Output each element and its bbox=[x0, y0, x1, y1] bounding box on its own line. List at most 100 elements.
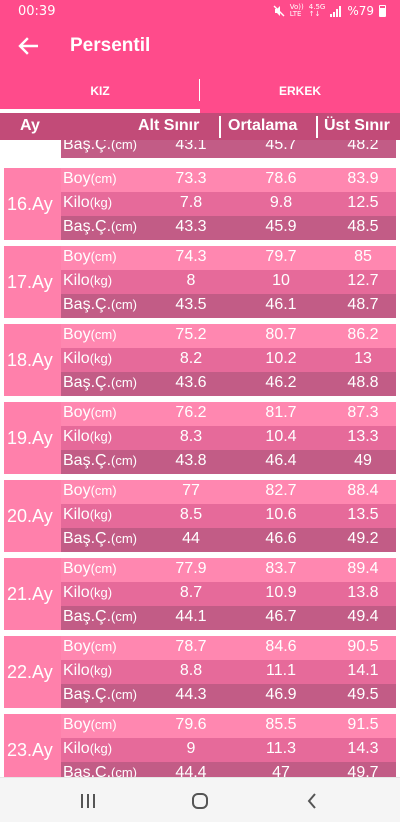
tab-erkek[interactable]: ERKEK bbox=[278, 83, 321, 98]
column-separator bbox=[316, 116, 318, 138]
row-label-text: Kilo bbox=[63, 194, 90, 211]
table-row: Kilo(kg) 8.5 10.6 13.5 bbox=[61, 504, 396, 528]
arrow-left-icon bbox=[18, 37, 38, 55]
value-ortalama: 46.2 bbox=[265, 374, 297, 391]
column-header-alt-sinir: Alt Sınır bbox=[138, 117, 200, 134]
row-label: Baş.Ç.(cm) bbox=[63, 764, 137, 777]
value-ust: 12.7 bbox=[347, 272, 379, 289]
row-label-text: Kilo bbox=[63, 272, 90, 289]
value-ortalama: 79.7 bbox=[265, 248, 297, 265]
value-alt: 77.9 bbox=[175, 560, 207, 577]
value-ust: 13.3 bbox=[347, 428, 379, 445]
table-row: Baş.Ç.(cm) 43.5 46.1 48.7 bbox=[61, 294, 396, 318]
status-time: 00:39 bbox=[18, 4, 56, 19]
back-button[interactable] bbox=[12, 30, 44, 62]
table-row: Kilo(kg) 9 11.3 14.3 bbox=[61, 738, 396, 762]
month-block: 20.Ay Boy(cm) 77 82.7 88.4 Kilo(kg) 8.5 10.6 13.… bbox=[4, 480, 396, 552]
row-unit: (cm) bbox=[90, 249, 117, 264]
row-label: Baş.Ç.(cm) bbox=[63, 608, 137, 626]
value-ortalama: 10.2 bbox=[265, 350, 297, 367]
row-label: Baş.Ç.(cm) bbox=[63, 218, 137, 236]
row-unit: (kg) bbox=[89, 195, 113, 210]
row-label: Baş.Ç.(cm) bbox=[63, 686, 137, 704]
value-ortalama: 10.6 bbox=[265, 506, 297, 523]
row-label-text: Baş.Ç. bbox=[63, 296, 112, 313]
value-alt: 43.5 bbox=[175, 296, 207, 313]
nav-back-button[interactable] bbox=[292, 786, 332, 816]
signal-icon bbox=[330, 5, 342, 17]
value-ortalama: 11.3 bbox=[266, 740, 296, 757]
row-label-text: Boy bbox=[63, 638, 91, 655]
table-row: Kilo(kg) 8 10 12.7 bbox=[61, 270, 396, 294]
recent-apps-button[interactable] bbox=[68, 786, 108, 816]
value-ust: 14.3 bbox=[347, 740, 379, 757]
month-block: 18.Ay Boy(cm) 75.2 80.7 86.2 Kilo(kg) 8.2 10.2 1… bbox=[4, 324, 396, 396]
table-row: Boy(cm) 76.2 81.7 87.3 bbox=[61, 402, 396, 426]
row-label-text: Baş.Ç. bbox=[63, 764, 112, 777]
row-label-text: Boy bbox=[63, 170, 91, 187]
status-bar: 00:39 Vo)) LTE 4.5G ↑↓ %79 bbox=[0, 0, 400, 24]
month-block: 19.Ay Boy(cm) 76.2 81.7 87.3 Kilo(kg) 8.3 10.4 1… bbox=[4, 402, 396, 474]
month-block: 21.Ay Boy(cm) 77.9 83.7 89.4 Kilo(kg) 8.7 10.9 1… bbox=[4, 558, 396, 630]
row-unit: (kg) bbox=[89, 663, 113, 678]
value-ortalama: 78.6 bbox=[265, 170, 297, 187]
row-label: Boy(cm) bbox=[63, 404, 117, 422]
value-alt: 74.3 bbox=[175, 248, 207, 265]
row-label-text: Boy bbox=[63, 326, 91, 343]
row-label: Boy(cm) bbox=[63, 560, 117, 578]
row-unit: (cm) bbox=[90, 717, 117, 732]
row-unit: (cm) bbox=[90, 171, 117, 186]
row-label: Kilo(kg) bbox=[63, 740, 112, 758]
row-label: Baş.Ç.(cm) bbox=[63, 296, 137, 314]
page-title: Persentil bbox=[70, 35, 151, 56]
table-row: Boy(cm) 77.9 83.7 89.4 bbox=[61, 558, 396, 582]
row-label-text: Kilo bbox=[63, 506, 90, 523]
column-header-ortalama: Ortalama bbox=[228, 117, 298, 134]
value-ortalama: 81.7 bbox=[265, 404, 297, 421]
row-label-text: Baş.Ç. bbox=[63, 530, 112, 547]
value-ortalama: 46.4 bbox=[265, 452, 297, 469]
value-ust: 85 bbox=[354, 248, 372, 265]
row-unit: (cm) bbox=[111, 219, 138, 234]
tab-kiz[interactable]: KIZ bbox=[90, 83, 110, 98]
value-alt: 43.8 bbox=[175, 452, 207, 469]
network-top: 4.5G bbox=[308, 3, 326, 11]
value-ortalama: 46.9 bbox=[265, 686, 297, 703]
value-alt: 8.8 bbox=[179, 662, 203, 679]
row-label-text: Baş.Ç. bbox=[63, 608, 112, 625]
row-unit: (cm) bbox=[111, 297, 138, 312]
tab-selected-indicator bbox=[0, 109, 200, 113]
row-label: Kilo(kg) bbox=[63, 350, 112, 368]
home-button[interactable] bbox=[180, 786, 220, 816]
value-ust: 86.2 bbox=[347, 326, 379, 343]
month-block: 17.Ay Boy(cm) 74.3 79.7 85 Kilo(kg) 8 10 12.7 Baş… bbox=[4, 246, 396, 318]
table-row: Boy(cm) 75.2 80.7 86.2 bbox=[61, 324, 396, 348]
row-unit: (cm) bbox=[111, 453, 138, 468]
row-unit: (cm) bbox=[90, 639, 117, 654]
month-label: 17.Ay bbox=[7, 272, 53, 292]
value-ust: 14.1 bbox=[347, 662, 379, 679]
value-ust: 83.9 bbox=[347, 170, 379, 187]
row-label: Boy(cm) bbox=[63, 170, 117, 188]
month-block: 23.Ay Boy(cm) 79.6 85.5 91.5 Kilo(kg) 9 11.3 14.… bbox=[4, 714, 396, 777]
value-ust: 87.3 bbox=[347, 404, 379, 421]
table-row: Kilo(kg) 7.8 9.8 12.5 bbox=[61, 192, 396, 216]
value-ortalama: 84.6 bbox=[265, 638, 297, 655]
value-ust: 89.4 bbox=[347, 560, 379, 577]
value-ust: 88.4 bbox=[347, 482, 379, 499]
value-ortalama: 80.7 bbox=[265, 326, 297, 343]
table-row-partial: Baş.Ç.(cm) 43.1 45.7 48.2 bbox=[61, 140, 396, 158]
row-label: Boy(cm) bbox=[63, 248, 117, 266]
row-label-text: Kilo bbox=[63, 350, 90, 367]
home-icon bbox=[192, 793, 208, 809]
value-ust: 91.5 bbox=[347, 716, 379, 733]
row-label-text: Boy bbox=[63, 248, 91, 265]
value-ust: 49 bbox=[354, 452, 372, 469]
volte-top: Vo)) bbox=[289, 3, 304, 11]
row-label: Baş.Ç.(cm) bbox=[63, 452, 137, 470]
tab-divider bbox=[199, 79, 200, 101]
percentile-list[interactable]: Baş.Ç.(cm) 43.1 45.7 48.2 16.Ay Boy(cm) 73… bbox=[0, 140, 400, 777]
value-ortalama: 83.7 bbox=[265, 560, 297, 577]
value-alt: 43.6 bbox=[175, 374, 207, 391]
month-label: 19.Ay bbox=[7, 428, 53, 448]
